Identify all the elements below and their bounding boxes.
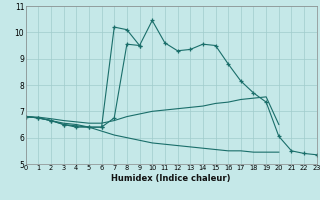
X-axis label: Humidex (Indice chaleur): Humidex (Indice chaleur) bbox=[111, 174, 231, 183]
